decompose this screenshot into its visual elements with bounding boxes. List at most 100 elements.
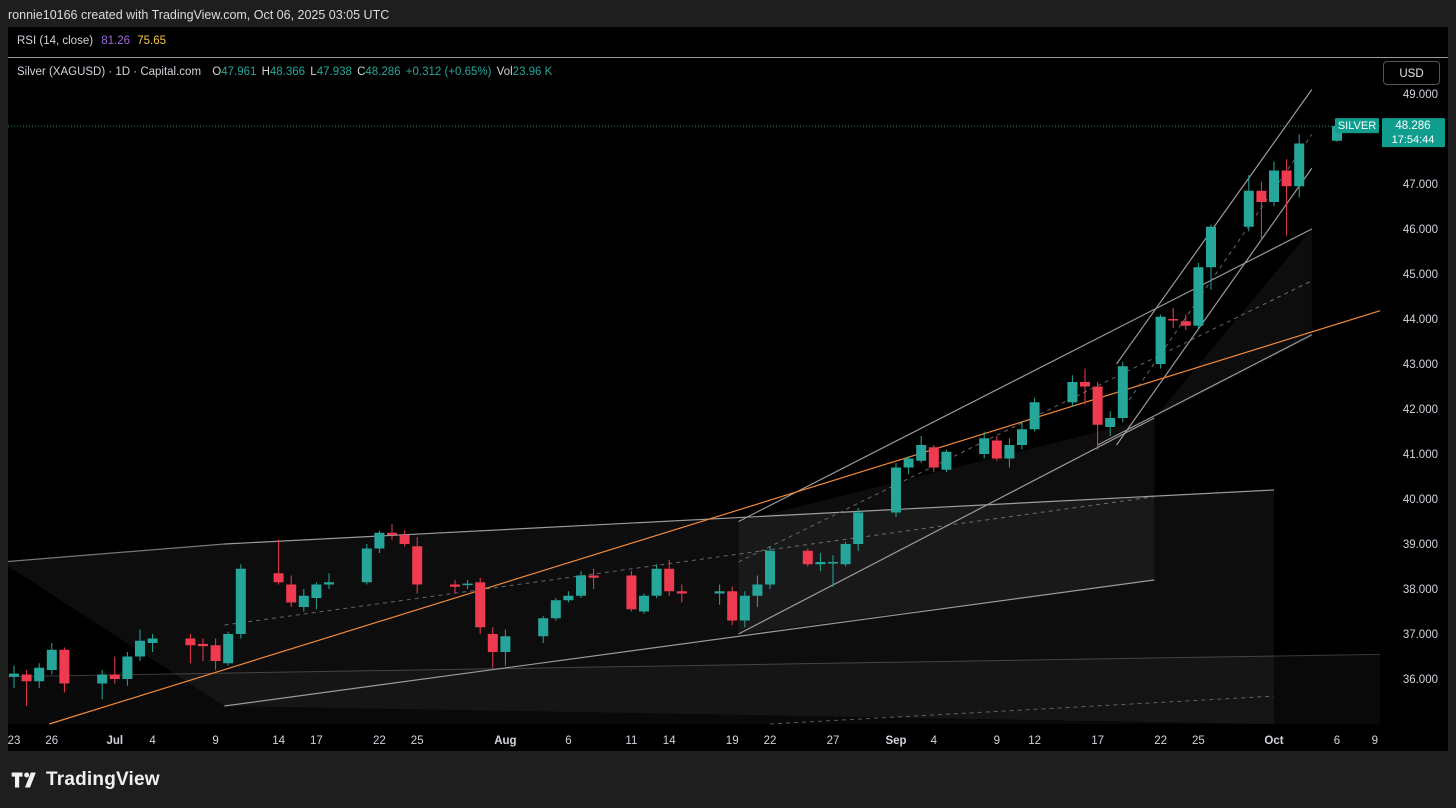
candle <box>626 571 637 612</box>
candle <box>676 584 687 603</box>
candle <box>1117 361 1128 423</box>
y-tick-label: 45.000 <box>1403 269 1438 281</box>
candle-body <box>1168 319 1179 321</box>
x-tick-label: 12 <box>1028 735 1041 747</box>
orange-trendline <box>49 310 1380 725</box>
candle <box>714 584 725 605</box>
x-tick-label: Oct <box>1264 735 1283 747</box>
y-tick-label: 49.000 <box>1403 89 1438 101</box>
candle-body <box>1017 429 1027 445</box>
candle-body <box>1004 445 1015 459</box>
candle-body <box>752 584 763 596</box>
candle <box>828 555 838 587</box>
x-tick-label: 22 <box>1154 735 1167 747</box>
candle <box>1206 224 1216 290</box>
mid-channel-top <box>738 228 1313 523</box>
candle <box>59 647 70 693</box>
steep-channel-midline <box>1128 134 1313 401</box>
candle <box>223 631 234 666</box>
candle-body <box>626 575 637 610</box>
candle-body <box>450 584 460 587</box>
candle-body <box>916 445 927 461</box>
candle <box>235 564 246 639</box>
candle-body <box>576 575 586 596</box>
price-tag: SILVER 48.286 17:54:44 <box>1335 118 1445 148</box>
candle <box>739 591 750 628</box>
y-tick-label: 40.000 <box>1403 494 1438 506</box>
candle-body <box>387 532 397 535</box>
x-tick-label: Jul <box>106 735 123 747</box>
candle-body <box>185 638 196 646</box>
price-chart[interactable]: 36.000 37.000 38.000 39.000 40.000 41.000 42.0… <box>8 58 1448 750</box>
x-tick-label: 25 <box>1192 735 1205 747</box>
candle <box>1017 422 1027 450</box>
candle <box>487 627 498 668</box>
x-tick-label: 6 <box>1334 735 1340 747</box>
candle <box>991 436 1002 461</box>
candle <box>1029 397 1040 432</box>
candles-layer <box>9 122 1342 706</box>
candle-body <box>500 636 511 652</box>
candle <box>311 582 322 610</box>
candle <box>97 670 108 700</box>
candle-body <box>59 649 70 684</box>
candle <box>34 663 45 688</box>
price-tag-countdown: 17:54:44 <box>1392 134 1435 146</box>
symbol-tag-text: SILVER <box>1338 120 1376 132</box>
symbol-legend[interactable]: Silver (XAGUSD) · 1D · Capital.com O47.9… <box>17 66 554 78</box>
y-tick-label: 42.000 <box>1403 404 1438 416</box>
candle <box>815 553 826 571</box>
x-tick-label: 19 <box>726 735 739 747</box>
rsi-value-2: 75.65 <box>137 35 167 47</box>
steep-channel-bottom <box>1116 167 1313 446</box>
candle-body <box>97 674 108 684</box>
y-tick-label: 41.000 <box>1403 449 1438 461</box>
candle-body <box>765 550 775 585</box>
candle-body <box>462 583 473 586</box>
currency-button[interactable]: USD <box>1383 61 1440 85</box>
volume-label: Vol <box>496 66 513 78</box>
x-tick-label: Sep <box>885 735 906 747</box>
left-channel-top <box>8 543 225 563</box>
candle-body <box>286 584 297 603</box>
x-tick-label: Aug <box>494 735 516 747</box>
candle <box>916 436 927 463</box>
candle <box>286 575 297 607</box>
rsi-legend[interactable]: RSI (14, close) 81.26 75.65 <box>17 35 166 47</box>
candle-body <box>1092 386 1103 425</box>
main-channel-top <box>224 489 1275 545</box>
tradingview-logo[interactable]: TradingView <box>10 769 160 791</box>
candle-body <box>739 595 750 621</box>
candle-body <box>1117 366 1128 418</box>
candle <box>765 546 775 589</box>
candle <box>374 530 385 553</box>
candle-body <box>651 568 662 596</box>
candle-body <box>979 438 990 454</box>
candle-body <box>1105 418 1116 427</box>
candle <box>46 643 57 675</box>
candle-body <box>727 591 738 621</box>
volume-value: 23.96 K <box>512 66 553 78</box>
candle-body <box>815 562 826 565</box>
symbol-name: Silver (XAGUSD) · 1D · Capital.com <box>17 66 202 78</box>
candle <box>1080 368 1090 405</box>
candle-body <box>361 548 372 583</box>
candle <box>1243 175 1254 232</box>
rsi-pane[interactable]: RSI (14, close) 81.26 75.65 <box>8 27 1448 58</box>
candle-body <box>1155 316 1166 364</box>
candle-body <box>374 532 385 549</box>
candle-body <box>676 591 687 594</box>
open-value: 47.961 <box>221 66 257 78</box>
candle <box>1004 438 1015 468</box>
candle <box>1105 411 1116 436</box>
axis-layer: 36.000 37.000 38.000 39.000 40.000 41.000 42.0… <box>8 89 1438 747</box>
candle <box>122 652 133 686</box>
candle <box>538 616 549 643</box>
candle <box>109 656 120 684</box>
close-label: C <box>357 66 366 78</box>
candle <box>198 638 208 661</box>
candle-body <box>903 458 914 468</box>
candle-body <box>273 573 284 583</box>
x-tick-label: 26 <box>45 735 58 747</box>
candle-body <box>1029 402 1040 430</box>
